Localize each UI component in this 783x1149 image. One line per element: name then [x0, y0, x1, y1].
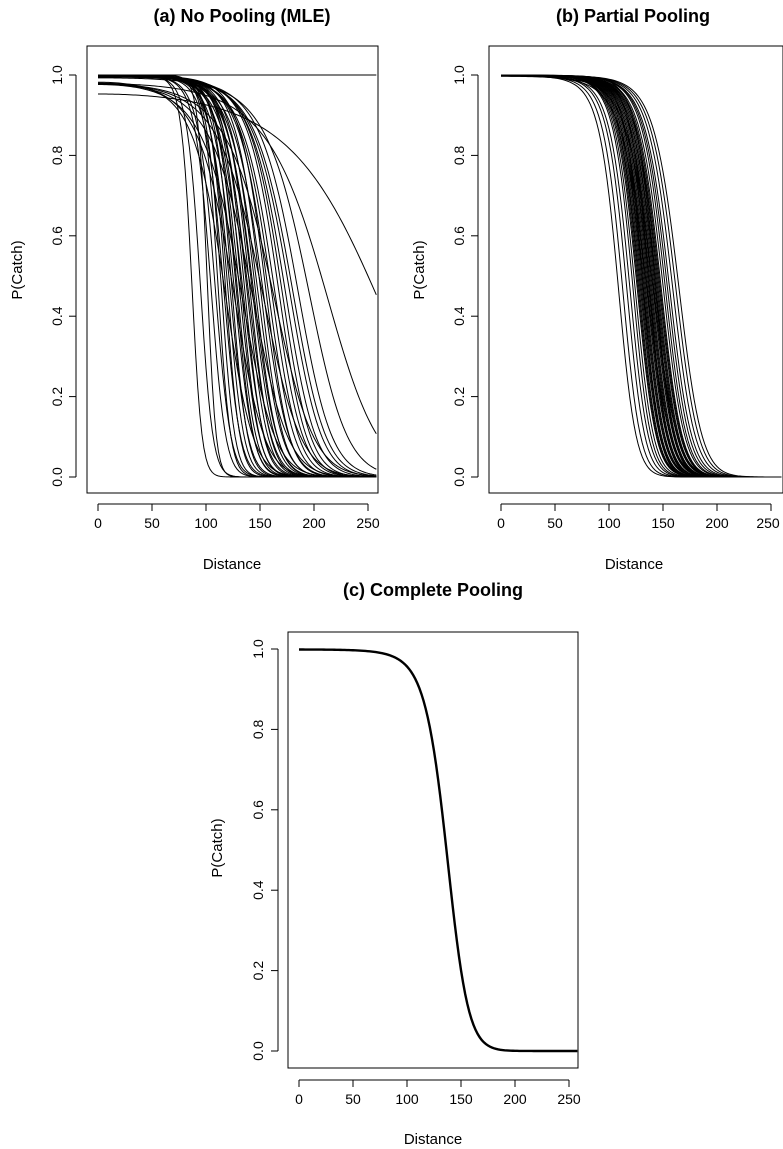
- panel-a-y-tick-label: 0.0: [49, 467, 65, 487]
- panel-c-x-tick-label: 200: [503, 1091, 527, 1107]
- panel-c-y-axis-label: P(Catch): [209, 818, 226, 877]
- panel-a-curve: [98, 83, 377, 478]
- panel-b-title: (b) Partial Pooling: [556, 6, 710, 26]
- panel-c-curve: [299, 648, 578, 1053]
- panel-c-y-tick-label: 0.6: [250, 800, 266, 820]
- panel-a-y-tick-label: 0.2: [49, 387, 65, 407]
- panel-b-curve: [500, 75, 782, 478]
- panel-a-y-tick-label: 0.6: [49, 226, 65, 246]
- panel-a-y-axis-label: P(Catch): [9, 240, 26, 299]
- panel-a-x-tick-label: 50: [144, 515, 160, 531]
- panel-a-x-axis-label: Distance: [203, 556, 261, 573]
- panel-a-x-ticks: 0 50 100 150 200 250: [94, 504, 380, 531]
- panel-a-y-axis: 0.0 0.2 0.4 0.6 0.8 1.0: [49, 65, 77, 487]
- panel-a-plot-frame: [86, 45, 379, 494]
- panel-a-x-tick-label: 200: [302, 515, 326, 531]
- panel-b-x-tick-label: 0: [497, 515, 505, 531]
- panel-c-x-axis: 0 50 100 150 200 250: [295, 1079, 581, 1107]
- panel-c-x-tick-label: 250: [557, 1091, 581, 1107]
- panel-c-x-tick-label: 100: [395, 1091, 419, 1107]
- panel-c-x-tick-label: 50: [345, 1091, 361, 1107]
- panel-b-y-tick-label: 1.0: [451, 65, 467, 85]
- panel-a-x-tick-label: 250: [356, 515, 380, 531]
- panel-b-y-tick-label: 0.6: [451, 226, 467, 246]
- panel-b-x-tick-label: 150: [651, 515, 675, 531]
- panel-b-y-tick-label: 0.8: [451, 145, 467, 165]
- panel-a-curve: [98, 74, 377, 478]
- panel-c-x-tick-label: 150: [449, 1091, 473, 1107]
- panel-a-curve: [97, 83, 377, 477]
- panel-a-curve: [98, 84, 377, 478]
- panel-a-x-tick-label: 150: [248, 515, 272, 531]
- panel-c-title: (c) Complete Pooling: [343, 580, 523, 600]
- panel-b-y-tick-label: 0.4: [451, 306, 467, 326]
- panel-c-x-tick-label: 0: [295, 1091, 303, 1107]
- panel-a-curve: [97, 83, 377, 435]
- panel-b-x-tick-label: 100: [597, 515, 621, 531]
- panel-b-partial-pooling: (b) Partial Pooling 0 50 100 150 200 250: [411, 6, 783, 573]
- panel-c-y-tick-label: 1.0: [250, 639, 266, 659]
- panel-a-title: (a) No Pooling (MLE): [154, 6, 331, 26]
- panel-a-curve: [97, 93, 377, 296]
- panel-c-x-axis-label: Distance: [404, 1131, 462, 1148]
- panel-c-curves: [299, 648, 578, 1053]
- panel-a-y-tick-label: 0.4: [49, 306, 65, 326]
- panel-b-x-tick-label: 50: [547, 515, 563, 531]
- panel-b-x-tick-label: 200: [705, 515, 729, 531]
- panel-a-no-pooling: (a) No Pooling (MLE) 0 50 100 150 200 25…: [9, 6, 380, 573]
- panel-c-plot-frame: [287, 631, 579, 1069]
- panel-b-x-tick-label: 250: [756, 515, 780, 531]
- panel-a-y-ticks: 0.0 0.2 0.4 0.6 0.8 1.0: [49, 65, 76, 487]
- panel-b-y-ticks: 0.0 0.2 0.4 0.6 0.8 1.0: [451, 65, 478, 487]
- panel-a-curves: [97, 74, 377, 478]
- panel-c-complete-pooling: (c) Complete Pooling 0 50 100 150 200 25…: [209, 580, 581, 1148]
- panel-b-plot-frame: [488, 45, 783, 494]
- panel-b-y-tick-label: 0.0: [451, 467, 467, 487]
- panel-a-x-tick-label: 100: [194, 515, 218, 531]
- panel-a-y-tick-label: 1.0: [49, 65, 65, 85]
- panel-c-y-ticks: 0.0 0.2 0.4 0.6 0.8 1.0: [250, 639, 278, 1061]
- panel-b-x-axis: 0 50 100 150 200 250: [497, 503, 780, 531]
- panel-c-y-tick-label: 0.2: [250, 961, 266, 981]
- panel-b-y-tick-label: 0.2: [451, 387, 467, 407]
- panel-c-y-tick-label: 0.0: [250, 1041, 266, 1061]
- panel-a-curve: [97, 83, 377, 478]
- panel-a-curve: [98, 77, 377, 470]
- panel-b-y-axis-label: P(Catch): [411, 240, 428, 299]
- panel-c-y-tick-label: 0.8: [250, 719, 266, 739]
- panel-b-x-ticks: 0 50 100 150 200 250: [497, 504, 780, 531]
- panel-b-curves: [500, 74, 782, 478]
- panel-a-x-axis: 0 50 100 150 200 250: [94, 503, 380, 531]
- panel-c-y-axis: 0.0 0.2 0.4 0.6 0.8 1.0: [250, 639, 279, 1061]
- panel-c-x-ticks: 0 50 100 150 200 250: [295, 1080, 581, 1107]
- panel-a-x-tick-label: 0: [94, 515, 102, 531]
- panel-a-y-tick-label: 0.8: [49, 145, 65, 165]
- panel-b-y-axis: 0.0 0.2 0.4 0.6 0.8 1.0: [451, 65, 479, 487]
- panel-c-y-tick-label: 0.4: [250, 880, 266, 900]
- panel-b-x-axis-label: Distance: [605, 556, 663, 573]
